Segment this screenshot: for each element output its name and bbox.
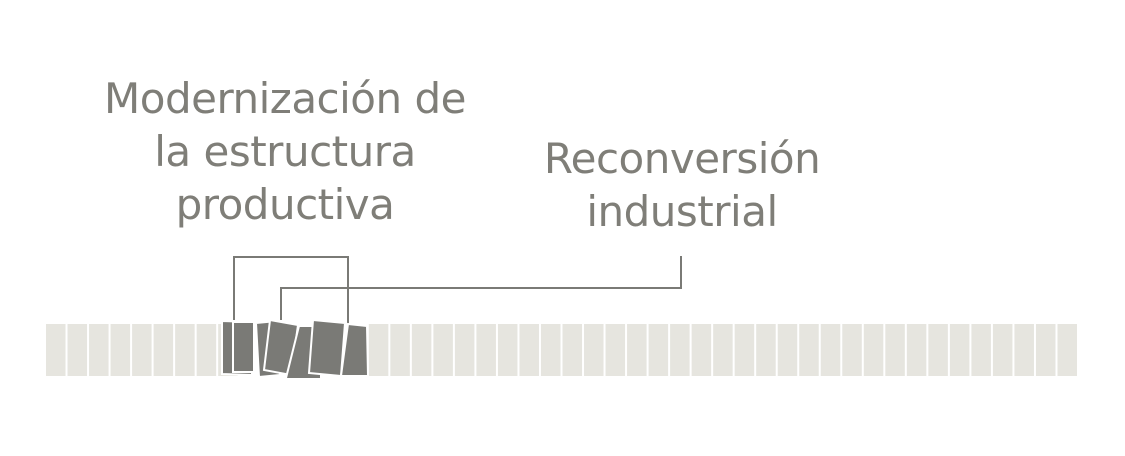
strip-block xyxy=(756,324,776,376)
strip-block xyxy=(820,324,841,376)
strip-block xyxy=(971,324,991,376)
strip-block xyxy=(627,324,647,376)
strip-block xyxy=(411,324,432,376)
disrupted-block xyxy=(232,321,255,373)
strip-block xyxy=(584,324,604,376)
disrupted-blocks xyxy=(221,318,370,380)
strip-block xyxy=(110,324,131,376)
label-line: industrial xyxy=(586,187,778,236)
strip-block xyxy=(713,324,733,376)
connector-modernizacion xyxy=(233,256,349,326)
strip-block xyxy=(196,324,217,376)
strip-block xyxy=(89,324,109,376)
strip-block xyxy=(648,324,669,376)
strip-block xyxy=(390,324,410,376)
strip-block xyxy=(497,324,518,376)
strip-block xyxy=(670,324,690,376)
strip-block xyxy=(842,324,862,376)
strip-block xyxy=(175,324,195,376)
connector-reconversion xyxy=(280,256,682,320)
label-line: productiva xyxy=(175,180,395,229)
strip-block xyxy=(885,324,905,376)
strip-block xyxy=(777,324,798,376)
label-modernizacion-de-la-estructura-productiva: Modernización de la estructura productiv… xyxy=(80,72,490,231)
strip-block xyxy=(519,324,539,376)
label-line: la estructura xyxy=(154,127,416,176)
disrupted-block xyxy=(339,322,370,377)
strip-block xyxy=(949,324,970,376)
connectors xyxy=(233,256,682,326)
strip-block xyxy=(476,324,496,376)
strip-block xyxy=(368,324,389,376)
strip-block xyxy=(153,324,174,376)
strip-block xyxy=(562,324,583,376)
strip-block xyxy=(46,324,66,376)
strip-block xyxy=(454,324,475,376)
strip-block xyxy=(734,324,755,376)
strip-block xyxy=(1014,324,1034,376)
strip-block xyxy=(433,324,453,376)
strip-block xyxy=(691,324,712,376)
strip-block xyxy=(1035,324,1056,376)
strip-block xyxy=(992,324,1013,376)
label-line: Modernización de xyxy=(104,74,466,123)
label-line: Reconversión xyxy=(543,134,821,183)
disrupted-block xyxy=(307,318,347,378)
strip-block xyxy=(928,324,948,376)
strip-block xyxy=(906,324,927,376)
label-reconversion-industrial: Reconversión industrial xyxy=(510,132,854,238)
strip-block xyxy=(67,324,88,376)
block-strip xyxy=(46,324,1077,376)
strip-block xyxy=(1057,324,1077,376)
strip-block xyxy=(863,324,884,376)
strip-block xyxy=(605,324,626,376)
strip-block xyxy=(799,324,819,376)
strip-block xyxy=(132,324,152,376)
strip-block xyxy=(540,324,561,376)
